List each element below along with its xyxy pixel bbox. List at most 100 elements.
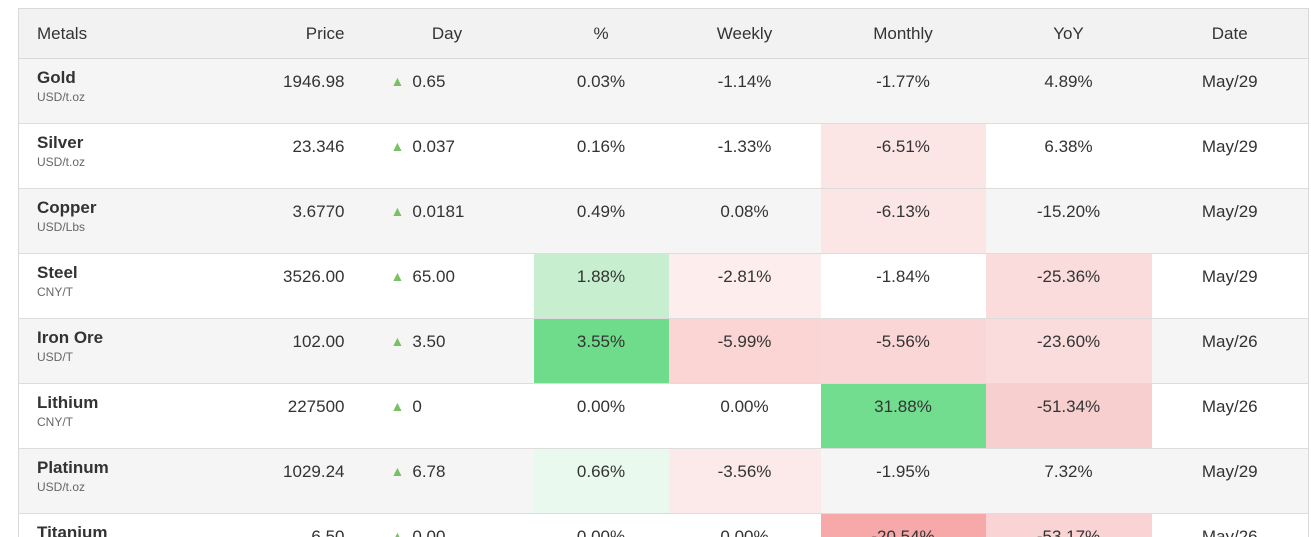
percent-monthly-cell: -5.56%	[820, 318, 986, 384]
percent-yoy-cell: 6.38%	[985, 123, 1152, 189]
percent-yoy-cell: -23.60%	[985, 318, 1152, 384]
date-cell: May/29	[1151, 58, 1309, 124]
metal-name-cell[interactable]: Titanium USD/KG	[18, 513, 256, 537]
metals-table: Metals Price Day% Weekly Monthly YoY Date Gold…	[18, 8, 1309, 537]
percent-yoy-cell: -15.20%	[985, 188, 1152, 254]
metal-unit: CNY/T	[37, 285, 73, 299]
up-triangle-icon: ▲	[390, 398, 405, 414]
day-change-value: 3.50	[412, 332, 446, 351]
column-header-monthly: Monthly	[820, 8, 986, 59]
metal-name[interactable]: Titanium	[37, 523, 108, 537]
percent-yoy-cell: -53.17%	[985, 513, 1152, 537]
percent-weekly-cell: -1.33%	[668, 123, 821, 189]
percent-weekly-cell: 0.08%	[668, 188, 821, 254]
day-change-cell: ▲ 0	[360, 383, 534, 449]
metal-name-cell[interactable]: Gold USD/t.oz	[18, 58, 256, 124]
metal-name[interactable]: Gold	[37, 68, 76, 87]
percent-weekly-cell: 0.00%	[668, 383, 821, 449]
metal-unit: USD/Lbs	[37, 220, 86, 234]
up-triangle-icon: ▲	[390, 138, 405, 154]
percent-weekly-cell: 0.00%	[668, 513, 821, 537]
percent-yoy-cell: 7.32%	[985, 448, 1152, 514]
day-change-cell: ▲ 0.0181	[360, 188, 534, 254]
metal-unit: CNY/T	[37, 415, 73, 429]
column-header-weekly: Weekly	[668, 8, 821, 59]
price-cell: 3526.00	[255, 253, 361, 319]
price-cell: 23.346	[255, 123, 361, 189]
day-change-value: 0.037	[412, 137, 455, 156]
percent-weekly-cell: -3.56%	[668, 448, 821, 514]
column-header-day: Day	[360, 8, 534, 59]
metal-name-cell[interactable]: Silver USD/t.oz	[18, 123, 256, 189]
column-header-pct: %	[533, 8, 669, 59]
price-cell: 3.6770	[255, 188, 361, 254]
metal-name-cell[interactable]: Copper USD/Lbs	[18, 188, 256, 254]
metal-name-cell[interactable]: Iron Ore USD/T	[18, 318, 256, 384]
metal-name-cell[interactable]: Steel CNY/T	[18, 253, 256, 319]
percent-monthly-cell: -1.84%	[820, 253, 986, 319]
up-triangle-icon: ▲	[390, 73, 405, 89]
percent-daily-cell: 0.16%	[533, 123, 669, 189]
percent-daily-cell: 0.66%	[533, 448, 669, 514]
date-cell: May/29	[1151, 253, 1309, 319]
day-change-cell: ▲ 0.65	[360, 58, 534, 124]
metal-name[interactable]: Platinum	[37, 458, 109, 477]
metal-name-cell[interactable]: Platinum USD/t.oz	[18, 448, 256, 514]
percent-daily-cell: 0.00%	[533, 383, 669, 449]
column-header-yoy: YoY	[985, 8, 1152, 59]
table-row-silver: Silver USD/t.oz 23.346 ▲ 0.037 0.16% -1.3…	[18, 123, 1309, 189]
percent-daily-cell: 0.03%	[533, 58, 669, 124]
table-row-steel: Steel CNY/T 3526.00 ▲ 65.00 1.88% -2.81% …	[18, 253, 1309, 319]
table-row-copper: Copper USD/Lbs 3.6770 ▲ 0.0181 0.49% 0.08…	[18, 188, 1309, 254]
date-cell: May/29	[1151, 448, 1309, 514]
percent-yoy-cell: 4.89%	[985, 58, 1152, 124]
metal-unit: USD/T	[37, 350, 73, 364]
day-change-value: 0	[412, 397, 422, 416]
day-change-value: 6.78	[412, 462, 446, 481]
percent-yoy-cell: -25.36%	[985, 253, 1152, 319]
percent-weekly-cell: -5.99%	[668, 318, 821, 384]
percent-monthly-cell: -1.77%	[820, 58, 986, 124]
up-triangle-icon: ▲	[390, 463, 405, 479]
table-row-lithium: Lithium CNY/T 227500 ▲ 0 0.00% 0.00% 31.8…	[18, 383, 1309, 449]
metal-name[interactable]: Silver	[37, 133, 84, 152]
date-cell: May/26	[1151, 318, 1309, 384]
metal-name[interactable]: Steel	[37, 263, 78, 282]
date-cell: May/29	[1151, 123, 1309, 189]
column-header-date: Date	[1151, 8, 1309, 59]
up-triangle-icon: ▲	[390, 528, 405, 537]
up-triangle-icon: ▲	[390, 333, 405, 349]
date-cell: May/26	[1151, 513, 1309, 537]
metal-name-cell[interactable]: Lithium CNY/T	[18, 383, 256, 449]
price-cell: 227500	[255, 383, 361, 449]
day-change-value: 0.65	[412, 72, 446, 91]
percent-weekly-cell: -2.81%	[668, 253, 821, 319]
metal-name[interactable]: Copper	[37, 198, 97, 217]
percent-monthly-cell: 31.88%	[820, 383, 986, 449]
table-row-iron-ore: Iron Ore USD/T 102.00 ▲ 3.50 3.55% -5.99%…	[18, 318, 1309, 384]
percent-weekly-cell: -1.14%	[668, 58, 821, 124]
up-triangle-icon: ▲	[390, 203, 405, 219]
price-cell: 1946.98	[255, 58, 361, 124]
day-change-cell: ▲ 3.50	[360, 318, 534, 384]
column-header-metal: Metals	[18, 8, 256, 59]
metal-unit: USD/t.oz	[37, 155, 86, 169]
table-header-row: Metals Price Day% Weekly Monthly YoY Date	[18, 8, 1309, 59]
percent-monthly-cell: -6.13%	[820, 188, 986, 254]
metal-name[interactable]: Iron Ore	[37, 328, 104, 347]
metal-unit: USD/t.oz	[37, 480, 86, 494]
price-cell: 6.50	[255, 513, 361, 537]
day-change-value: 0.0181	[412, 202, 465, 221]
metal-name[interactable]: Lithium	[37, 393, 99, 412]
metal-unit: USD/t.oz	[37, 90, 86, 104]
percent-monthly-cell: -1.95%	[820, 448, 986, 514]
day-change-cell: ▲ 6.78	[360, 448, 534, 514]
day-change-cell: ▲ 0.037	[360, 123, 534, 189]
table-row-platinum: Platinum USD/t.oz 1029.24 ▲ 6.78 0.66% -3…	[18, 448, 1309, 514]
date-cell: May/29	[1151, 188, 1309, 254]
day-change-value: 0.00	[412, 527, 446, 537]
percent-monthly-cell: -6.51%	[820, 123, 986, 189]
day-change-value: 65.00	[412, 267, 455, 286]
percent-monthly-cell: -20.54%	[820, 513, 986, 537]
